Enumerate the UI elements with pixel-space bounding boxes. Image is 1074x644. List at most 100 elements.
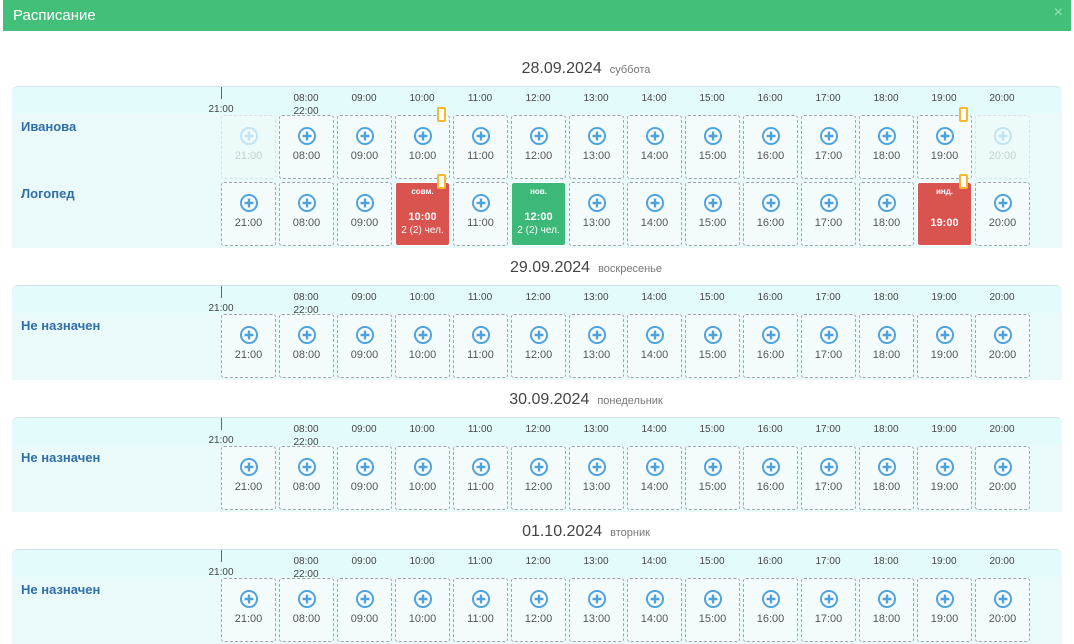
time-slot[interactable]: 13:00 xyxy=(569,182,624,246)
booked-slot[interactable]: нов. 12:00 2 (2) чел. xyxy=(511,182,566,246)
time-slot[interactable]: 15:00 xyxy=(685,115,740,179)
time-slot[interactable]: 19:00 xyxy=(917,115,972,179)
time-slot[interactable]: 08:00 xyxy=(279,115,334,179)
page: Расписание × 28.09.2024 суббота 08:00 09:00… xyxy=(3,0,1071,644)
time-slot[interactable]: 17:00 xyxy=(801,115,856,179)
time-slot[interactable]: 21:00 xyxy=(221,446,276,510)
time-slot[interactable]: 12:00 xyxy=(511,578,566,642)
time-slot[interactable]: 16:00 xyxy=(743,578,798,642)
ruler-label: 22:00 xyxy=(293,437,319,448)
time-slot[interactable]: 12:00 xyxy=(511,314,566,378)
add-icon xyxy=(994,194,1012,212)
ruler-label: 12:00 xyxy=(525,424,551,435)
time-slot[interactable]: 20:00 xyxy=(975,578,1030,642)
add-icon xyxy=(820,194,838,212)
time-slot[interactable]: 21:00 xyxy=(221,182,276,246)
time-slot[interactable]: 18:00 xyxy=(859,446,914,510)
phone-icon xyxy=(959,107,968,122)
time-slot[interactable]: 15:00 xyxy=(685,446,740,510)
time-slot[interactable]: 17:00 xyxy=(801,446,856,510)
time-ruler: 08:00 09:00 10:00 11:00 12:00 13:00 14:00 15:00… xyxy=(12,549,1062,580)
time-slot[interactable]: 10:00 xyxy=(395,446,450,510)
ruler-line xyxy=(221,550,222,562)
add-icon xyxy=(820,590,838,608)
time-slot[interactable]: 11:00 xyxy=(453,314,508,378)
time-slot[interactable]: 09:00 xyxy=(337,314,392,378)
time-slot[interactable]: 12:00 xyxy=(511,446,566,510)
time-slot[interactable]: 14:00 xyxy=(627,578,682,642)
time-slot[interactable]: 19:00 xyxy=(917,578,972,642)
time-slot[interactable]: 17:00 xyxy=(801,182,856,246)
time-slot[interactable]: 08:00 xyxy=(279,314,334,378)
time-slot[interactable]: 09:00 xyxy=(337,115,392,179)
slot-time: 17:00 xyxy=(814,150,843,162)
time-slot[interactable]: 17:00 xyxy=(801,578,856,642)
time-slot[interactable]: 19:00 xyxy=(917,314,972,378)
time-slot[interactable]: 11:00 xyxy=(453,578,508,642)
ruler-label: 20:00 xyxy=(989,292,1015,303)
time-slot[interactable]: 20:00 xyxy=(975,182,1030,246)
add-icon xyxy=(762,194,780,212)
add-icon xyxy=(762,127,780,145)
time-slot[interactable]: 10:00 xyxy=(395,314,450,378)
time-slot[interactable]: 13:00 xyxy=(569,578,624,642)
time-slot[interactable]: 11:00 xyxy=(453,115,508,179)
time-slot[interactable]: 14:00 xyxy=(627,182,682,246)
time-slot[interactable]: 08:00 xyxy=(279,446,334,510)
add-icon xyxy=(356,458,374,476)
time-slot[interactable]: 16:00 xyxy=(743,446,798,510)
time-slot[interactable]: 21:00 xyxy=(221,578,276,642)
slot-count: 2 (2) чел. xyxy=(401,225,444,236)
ruler-label: 19:00 xyxy=(931,93,957,104)
time-slot[interactable]: 20:00 xyxy=(975,314,1030,378)
time-slot[interactable]: 11:00 xyxy=(453,182,508,246)
ruler-label: 10:00 xyxy=(409,556,435,567)
time-slot[interactable]: 19:00 xyxy=(917,446,972,510)
add-icon xyxy=(240,326,258,344)
time-slot[interactable]: 18:00 xyxy=(859,314,914,378)
time-slot[interactable]: 17:00 xyxy=(801,314,856,378)
time-slot[interactable]: 15:00 xyxy=(685,182,740,246)
booked-slot[interactable]: инд. 19:00 xyxy=(917,182,972,246)
time-slot[interactable]: 09:00 xyxy=(337,578,392,642)
specialist-name: Не назначен xyxy=(21,450,101,465)
ruler-label: 10:00 xyxy=(409,424,435,435)
slot-time: 08:00 xyxy=(292,150,321,162)
time-slot[interactable]: 15:00 xyxy=(685,578,740,642)
time-slot[interactable]: 09:00 xyxy=(337,446,392,510)
time-slot[interactable]: 11:00 xyxy=(453,446,508,510)
time-slot[interactable]: 13:00 xyxy=(569,115,624,179)
slot-time: 20:00 xyxy=(988,481,1017,493)
time-slot[interactable]: 14:00 xyxy=(627,314,682,378)
time-slot[interactable]: 14:00 xyxy=(627,446,682,510)
booked-slot[interactable]: совм. 10:00 2 (2) чел. xyxy=(395,182,450,246)
ruler-label: 12:00 xyxy=(525,93,551,104)
time-slot[interactable]: 15:00 xyxy=(685,314,740,378)
slot-time: 19:00 xyxy=(930,217,959,229)
ruler-label: 09:00 xyxy=(351,556,377,567)
time-slot[interactable]: 13:00 xyxy=(569,446,624,510)
add-icon xyxy=(704,326,722,344)
time-slot[interactable]: 18:00 xyxy=(859,182,914,246)
time-slot[interactable]: 16:00 xyxy=(743,314,798,378)
time-slot[interactable]: 08:00 xyxy=(279,182,334,246)
time-slot[interactable]: 08:00 xyxy=(279,578,334,642)
slot-time: 09:00 xyxy=(350,349,379,361)
time-slot[interactable]: 12:00 xyxy=(511,115,566,179)
time-slot[interactable]: 18:00 xyxy=(859,578,914,642)
time-slot[interactable]: 16:00 xyxy=(743,115,798,179)
time-slot[interactable]: 10:00 xyxy=(395,115,450,179)
time-slot[interactable]: 21:00 xyxy=(221,314,276,378)
time-slot[interactable]: 18:00 xyxy=(859,115,914,179)
time-slot[interactable]: 10:00 xyxy=(395,578,450,642)
time-slot[interactable]: 09:00 xyxy=(337,182,392,246)
time-slot[interactable]: 20:00 xyxy=(975,446,1030,510)
date: 30.09.2024 xyxy=(509,391,590,408)
slot-time: 14:00 xyxy=(640,613,669,625)
time-slot[interactable]: 13:00 xyxy=(569,314,624,378)
time-slot[interactable]: 14:00 xyxy=(627,115,682,179)
time-slot[interactable]: 16:00 xyxy=(743,182,798,246)
close-button[interactable]: × xyxy=(1053,4,1063,21)
slot-time: 17:00 xyxy=(814,349,843,361)
add-icon xyxy=(878,326,896,344)
